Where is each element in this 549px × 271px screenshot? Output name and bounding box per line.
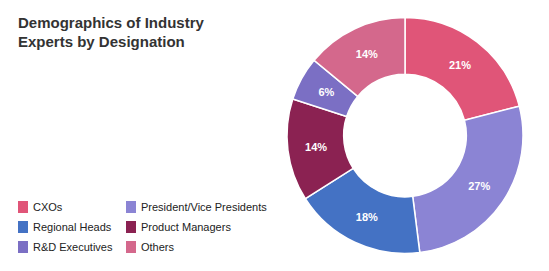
- legend-swatch: [18, 221, 28, 233]
- legend-item: R&D Executives: [18, 241, 113, 253]
- data-label: 14%: [305, 141, 327, 153]
- legend-item: Regional Heads: [18, 221, 112, 233]
- title: Demographics of IndustryExperts by Desig…: [18, 14, 205, 50]
- donut: 21% 27% 18% 14% 6% 14%: [287, 18, 523, 254]
- data-label: 21%: [449, 59, 471, 71]
- legend-label: R&D Executives: [33, 241, 113, 253]
- legend-label: Regional Heads: [33, 221, 112, 233]
- legend-label: Product Managers: [141, 221, 231, 233]
- legend-swatch: [126, 241, 136, 253]
- legend-item: Product Managers: [126, 221, 231, 233]
- legend-item: CXOs: [18, 201, 63, 213]
- legend-swatch: [126, 201, 136, 213]
- data-label: 14%: [356, 48, 378, 60]
- chart: Demographics of IndustryExperts by Desig…: [0, 0, 549, 271]
- legend-label: Others: [141, 241, 175, 253]
- slice: [314, 18, 405, 97]
- legend-label: CXOs: [33, 201, 63, 213]
- data-label: 27%: [468, 180, 490, 192]
- data-label: 18%: [356, 211, 378, 223]
- slice: [413, 106, 523, 252]
- legend-swatch: [18, 201, 28, 213]
- slice: [405, 18, 519, 121]
- legend-item: Others: [126, 241, 175, 253]
- data-label: 6%: [318, 86, 334, 98]
- legend-swatch: [126, 221, 136, 233]
- legend-item: President/Vice Presidents: [126, 201, 267, 213]
- legend: CXOs President/Vice Presidents Regional He…: [18, 201, 267, 253]
- legend-swatch: [18, 241, 28, 253]
- legend-label: President/Vice Presidents: [141, 201, 267, 213]
